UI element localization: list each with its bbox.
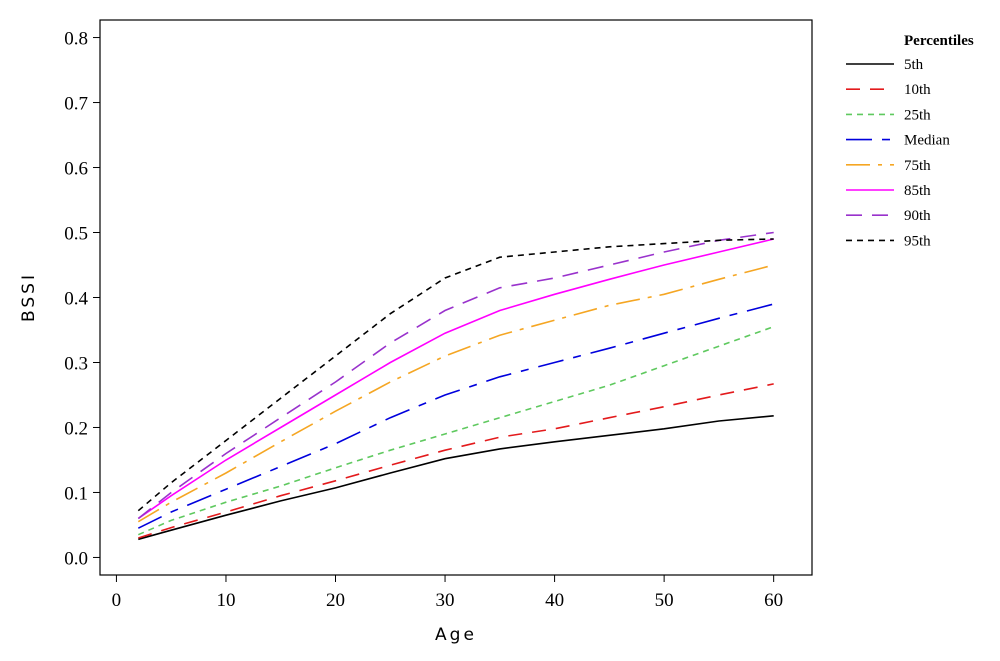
y-tick-label: 0.2 bbox=[64, 418, 88, 439]
series-line-10th bbox=[138, 383, 774, 539]
legend-label: 10th bbox=[904, 82, 931, 98]
series-line-25th bbox=[137, 325, 774, 536]
x-tick-label: 60 bbox=[764, 590, 783, 611]
x-tick-label: 0 bbox=[112, 590, 122, 611]
x-tick-label: 50 bbox=[655, 590, 674, 611]
series-line-5th bbox=[138, 415, 774, 541]
y-tick-label: 0.1 bbox=[64, 483, 88, 504]
y-axis: 0.0 0.1 0.2 0.3 0.4 0.5 0.6 0.7 0.8 bbox=[64, 29, 100, 569]
legend-title: Percentiles bbox=[904, 33, 974, 49]
x-tick-label: 10 bbox=[216, 590, 235, 611]
y-tick-label: 0.8 bbox=[64, 29, 88, 50]
legend-label: 75th bbox=[904, 158, 931, 174]
legend-label: Median bbox=[904, 133, 950, 149]
legend-label: 85th bbox=[904, 183, 931, 199]
series-line-median bbox=[137, 303, 774, 529]
y-tick-label: 0.3 bbox=[64, 353, 88, 374]
y-axis-label: BSSI bbox=[19, 272, 39, 322]
y-tick-label: 0.4 bbox=[64, 289, 88, 310]
series-line-75th bbox=[137, 264, 774, 523]
x-axis: 0 10 20 30 40 50 60 bbox=[112, 575, 783, 611]
x-axis-label: Age bbox=[435, 625, 477, 645]
y-tick-label: 0.6 bbox=[64, 159, 88, 180]
y-tick-label: 0.5 bbox=[64, 224, 88, 245]
legend: Percentiles 5th 10th 25th Median 75th 85th 90t… bbox=[846, 33, 974, 249]
legend-label: 5th bbox=[904, 57, 924, 73]
legend-label: 95th bbox=[904, 233, 931, 249]
y-tick-label: 0.0 bbox=[64, 548, 88, 569]
series-line-90th bbox=[137, 231, 774, 520]
x-tick-label: 20 bbox=[326, 590, 345, 611]
x-tick-label: 30 bbox=[436, 590, 455, 611]
series-line-95th bbox=[137, 238, 774, 512]
legend-label: 25th bbox=[904, 107, 931, 123]
plot-frame bbox=[99, 19, 813, 576]
series-line-85th bbox=[137, 238, 774, 520]
x-tick-label: 40 bbox=[545, 590, 564, 611]
legend-label: 90th bbox=[904, 208, 931, 224]
y-tick-label: 0.7 bbox=[64, 94, 88, 115]
series-lines bbox=[137, 231, 774, 541]
